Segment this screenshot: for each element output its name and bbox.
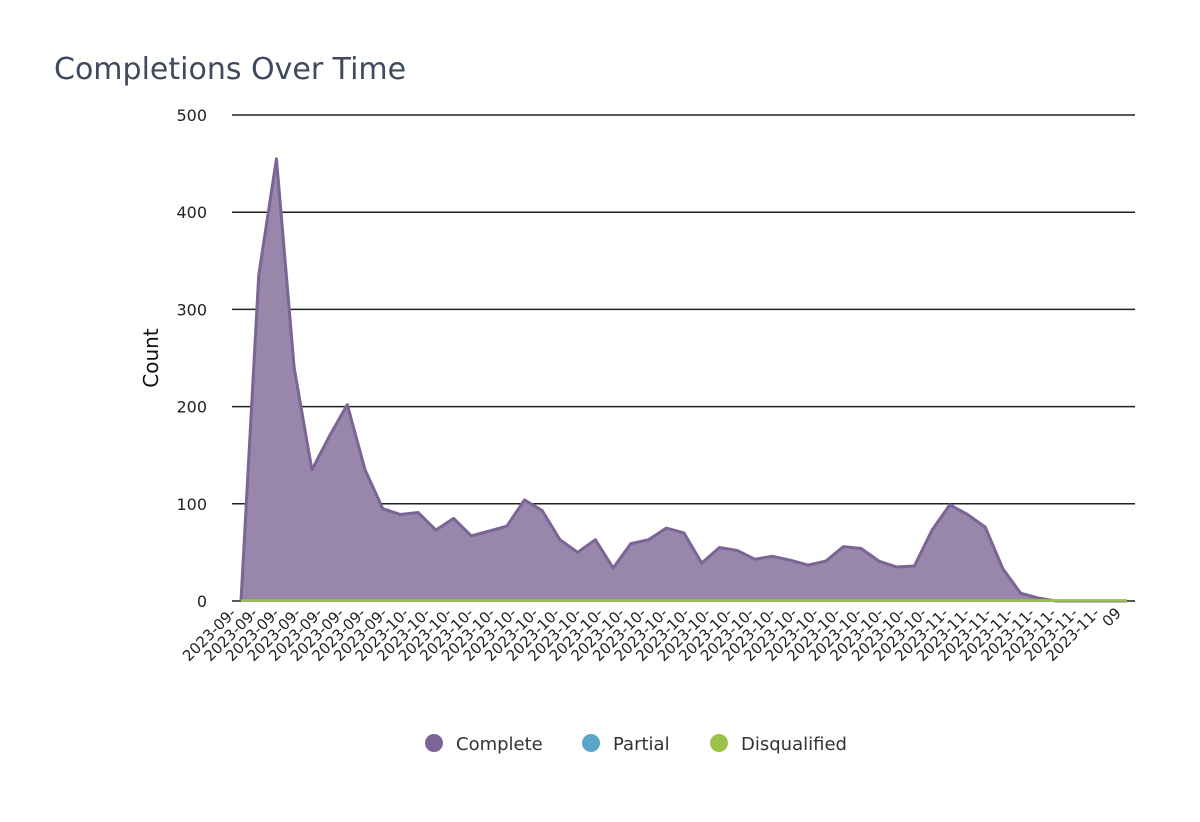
plot-area: [239, 157, 1127, 603]
legend-item-partial[interactable]: Partial: [582, 734, 670, 755]
legend-item-complete[interactable]: Complete: [425, 734, 543, 755]
series-complete-line[interactable]: [239, 157, 1127, 603]
y-tick-label: 400: [176, 203, 207, 222]
y-axis-title: Count: [139, 328, 163, 388]
legend-marker-disqualified: [710, 734, 728, 752]
legend-label-complete: Complete: [456, 734, 543, 755]
y-tick-label: 500: [176, 106, 207, 125]
y-tick-label: 300: [176, 300, 207, 319]
legend-marker-partial: [582, 734, 600, 752]
x-axis-tick-labels: 2023-09-2023-09-2023-09-2023-09-2023-09-…: [179, 604, 1125, 665]
y-tick-label: 200: [176, 398, 207, 417]
chart-title: Completions Over Time: [54, 52, 407, 87]
y-axis-tick-labels: 0 100 200 300 400 500: [176, 106, 207, 611]
x-tick-label: 09: [1099, 604, 1125, 630]
legend-marker-complete: [425, 734, 443, 752]
y-tick-label: 0: [197, 592, 207, 611]
y-tick-label: 100: [176, 495, 207, 514]
series-complete-area[interactable]: [241, 158, 1127, 602]
legend[interactable]: Complete Partial Disqualified: [425, 734, 847, 755]
legend-label-disqualified: Disqualified: [741, 734, 847, 755]
legend-item-disqualified[interactable]: Disqualified: [710, 734, 847, 755]
legend-label-partial: Partial: [613, 734, 670, 755]
